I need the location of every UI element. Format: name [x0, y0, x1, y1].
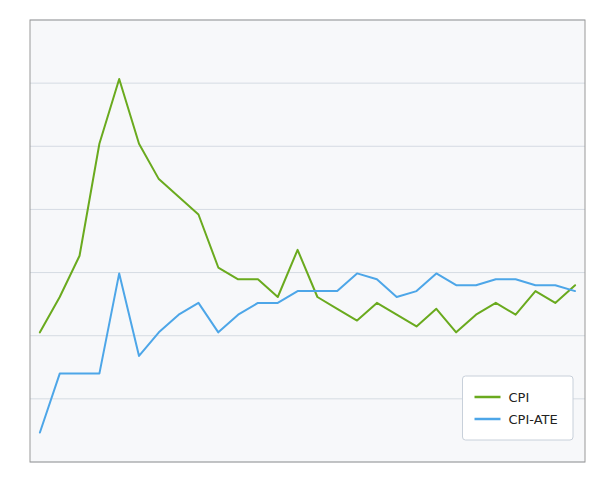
legend-label: CPI-ATE [509, 412, 558, 427]
grid-line [30, 83, 585, 84]
grid-line [30, 146, 585, 147]
plot-area [30, 20, 585, 462]
legend-swatch [475, 418, 501, 421]
legend-swatch [475, 396, 501, 399]
grid-line [30, 335, 585, 336]
grid-line [30, 209, 585, 210]
legend-label: CPI [509, 390, 530, 405]
grid [30, 20, 585, 462]
legend: CPI CPI-ATE [463, 376, 574, 440]
series-line [40, 79, 575, 332]
legend-box [463, 376, 574, 440]
chart: CPI CPI-ATE [0, 0, 609, 488]
plot-frame [30, 20, 585, 462]
